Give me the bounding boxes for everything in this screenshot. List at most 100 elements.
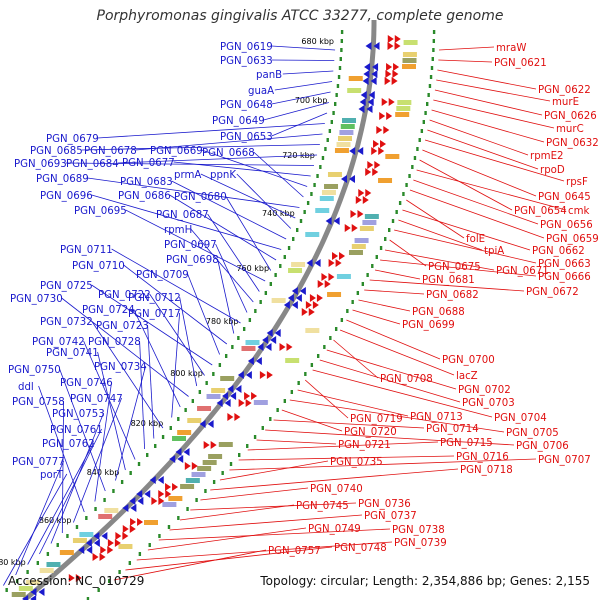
gene-label-forward[interactable]: PGN_0699 [402,320,455,331]
gene-label-reverse[interactable]: PGN_0777 [12,457,65,468]
gene-label-forward[interactable]: murC [556,124,584,135]
gene-label-reverse[interactable]: guaA [248,86,274,97]
gene-label-reverse[interactable]: PGN_0761 [50,425,103,436]
gene-label-forward[interactable]: rpsF [566,177,588,188]
gene-label-forward[interactable]: PGN_0708 [380,374,433,385]
gene-label-forward[interactable]: PGN_0662 [532,246,585,257]
gene-label-forward[interactable]: PGN_0720 [344,427,397,438]
gene-label-reverse[interactable]: PGN_0633 [220,56,273,67]
gene-label-forward[interactable]: PGN_0632 [546,138,599,149]
gene-label-forward[interactable]: PGN_0757 [268,546,321,557]
gene-label-reverse[interactable]: PGN_0698 [166,255,219,266]
gene-label-reverse[interactable]: PGN_0753 [52,409,105,420]
gene-label-reverse[interactable]: PGN_0724 [82,305,135,316]
gene-label-forward[interactable]: PGN_0663 [538,259,591,270]
gene-label-reverse[interactable]: PGN_0717 [128,309,181,320]
gene-label-reverse[interactable]: PGN_0683 [120,177,173,188]
gene-label-forward[interactable]: PGN_0707 [538,455,591,466]
gene-label-forward[interactable]: cmk [568,206,590,217]
gene-label-reverse[interactable]: PGN_0685 [30,146,83,157]
gene-label-forward[interactable]: PGN_0645 [538,192,591,203]
gene-label-reverse[interactable]: PGN_0741 [46,348,99,359]
gene-label-reverse[interactable]: PGN_0709 [136,270,189,281]
gene-label-forward[interactable]: PGN_0721 [338,440,391,451]
gene-label-reverse[interactable]: PGN_0648 [220,100,273,111]
gene-label-forward[interactable]: PGN_0716 [456,452,509,463]
gene-label-forward[interactable]: PGN_0700 [442,355,495,366]
gene-label-forward[interactable]: rpoD [540,165,565,176]
gene-label-reverse[interactable]: PGN_0730 [10,294,63,305]
gene-label-forward[interactable]: PGN_0740 [310,484,363,495]
gene-label-forward[interactable]: mraW [496,43,526,54]
gene-label-forward[interactable]: PGN_0659 [546,234,599,245]
gene-label-reverse[interactable]: PGN_0710 [72,261,125,272]
gene-label-forward[interactable]: PGN_0654 [514,206,567,217]
gene-label-forward[interactable]: PGN_0738 [392,525,445,536]
gene-label-forward[interactable]: PGN_0713 [410,412,463,423]
gene-label-forward[interactable]: PGN_0715 [440,438,493,449]
gene-label-reverse[interactable]: porT [40,470,64,481]
gene-label-forward[interactable]: PGN_0656 [540,220,593,231]
gene-label-reverse[interactable]: PGN_0669 [150,146,203,157]
gene-label-reverse[interactable]: PGN_0723 [96,321,149,332]
gene-label-forward[interactable]: tpiA [484,246,504,257]
gene-label-reverse[interactable]: PGN_0728 [88,337,141,348]
gene-label-reverse[interactable]: PGN_0678 [84,146,137,157]
gene-label-forward[interactable]: PGN_0671 [496,266,549,277]
gene-label-forward[interactable]: PGN_0703 [462,398,515,409]
gene-label-reverse[interactable]: PGN_0722 [98,290,151,301]
gene-label-forward[interactable]: PGN_0672 [526,287,579,298]
gene-label-reverse[interactable]: PGN_0680 [174,192,227,203]
gene-label-forward[interactable]: PGN_0704 [494,413,547,424]
gene-label-reverse[interactable]: PGN_0686 [118,191,171,202]
gene-label-reverse[interactable]: PGN_0742 [32,337,85,348]
gene-label-reverse[interactable]: PGN_0732 [40,317,93,328]
gene-label-reverse[interactable]: PGN_0689 [36,174,89,185]
gene-label-reverse[interactable]: PGN_0679 [46,134,99,145]
gene-label-forward[interactable]: PGN_0749 [308,524,361,535]
gene-label-reverse[interactable]: PGN_0695 [74,206,127,217]
gene-label-reverse[interactable]: PGN_0693 [14,159,67,170]
gene-label-forward[interactable]: PGN_0739 [394,538,447,549]
gene-label-reverse[interactable]: PGN_0697 [164,240,217,251]
gene-label-reverse[interactable]: prmA [174,170,201,181]
gene-label-reverse[interactable]: rpmH [164,225,192,236]
gene-label-reverse[interactable]: PGN_0653 [220,132,273,143]
gene-label-forward[interactable]: PGN_0621 [494,58,547,69]
gene-label-forward[interactable]: PGN_0745 [296,501,349,512]
gene-label-forward[interactable]: folE [466,234,485,245]
gene-label-forward[interactable]: PGN_0748 [334,543,387,554]
gene-label-reverse[interactable]: PGN_0619 [220,42,273,53]
gene-label-forward[interactable]: PGN_0735 [330,457,383,468]
gene-label-reverse[interactable]: PGN_0762 [42,439,95,450]
gene-label-reverse[interactable]: ddl [18,382,34,393]
gene-label-reverse[interactable]: PGN_0649 [212,116,265,127]
gene-label-forward[interactable]: PGN_0719 [350,414,403,425]
gene-label-reverse[interactable]: PGN_0725 [40,281,93,292]
gene-label-reverse[interactable]: PGN_0747 [70,394,123,405]
gene-label-forward[interactable]: lacZ [456,371,478,382]
gene-label-reverse[interactable]: PGN_0746 [60,378,113,389]
gene-label-forward[interactable]: PGN_0718 [460,465,513,476]
gene-label-reverse[interactable]: PGN_0734 [94,362,147,373]
gene-label-forward[interactable]: murE [552,97,579,108]
gene-label-forward[interactable]: PGN_0626 [544,111,597,122]
gene-label-forward[interactable]: PGN_0688 [412,307,465,318]
gene-label-reverse[interactable]: panB [256,70,282,81]
gene-label-forward[interactable]: PGN_0714 [426,424,479,435]
gene-label-forward[interactable]: PGN_0702 [458,385,511,396]
gene-label-reverse[interactable]: PGN_0758 [12,397,65,408]
gene-label-reverse[interactable]: PGN_0687 [156,210,209,221]
gene-label-reverse[interactable]: PGN_0696 [40,191,93,202]
gene-label-reverse[interactable]: PGN_0668 [202,148,255,159]
gene-label-reverse[interactable]: PGN_0677 [122,158,175,169]
gene-label-forward[interactable]: PGN_0666 [538,272,591,283]
gene-label-reverse[interactable]: ppnK [210,170,236,181]
gene-label-forward[interactable]: rpmE2 [530,151,564,162]
gene-label-forward[interactable]: PGN_0737 [364,511,417,522]
gene-label-reverse[interactable]: PGN_0712 [128,293,181,304]
gene-label-reverse[interactable]: PGN_0684 [66,159,119,170]
gene-label-forward[interactable]: PGN_0705 [506,428,559,439]
gene-label-reverse[interactable]: PGN_0711 [60,245,113,256]
